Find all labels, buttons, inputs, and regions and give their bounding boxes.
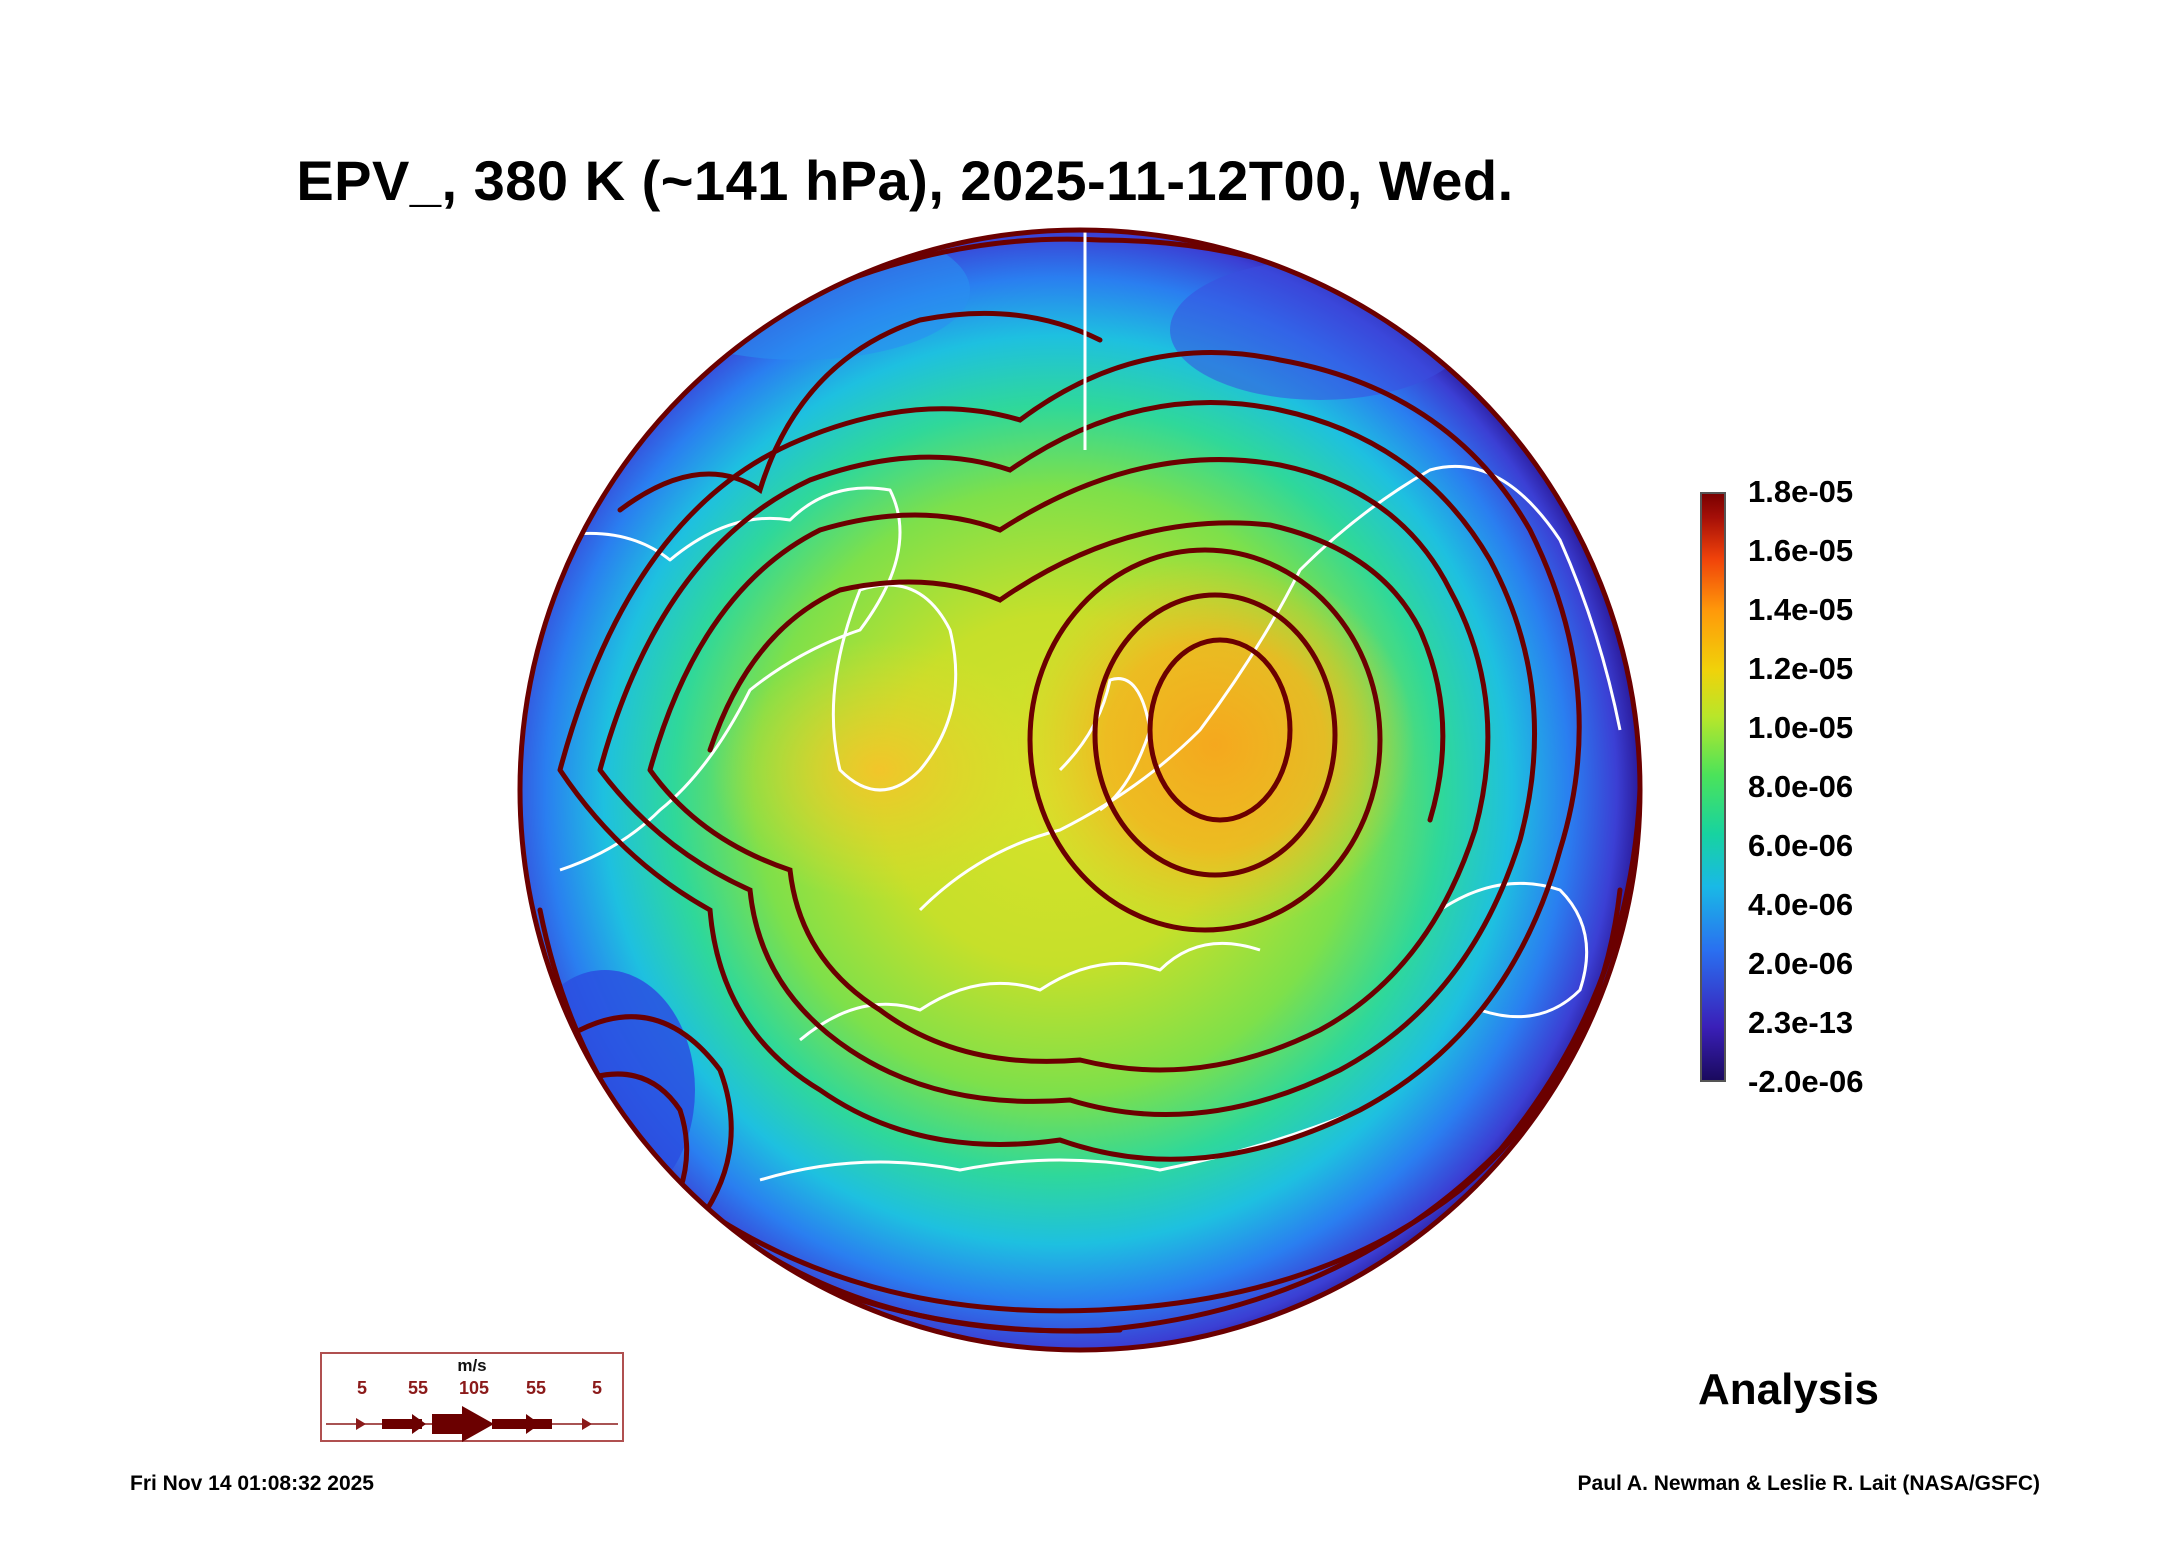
colorbar-label: 1.8e-05 bbox=[1748, 474, 1854, 509]
footer-timestamp: Fri Nov 14 01:08:32 2025 bbox=[130, 1472, 374, 1495]
streamline-north-wave bbox=[617, 310, 1103, 513]
streamline-2 bbox=[597, 400, 1537, 1118]
streamline-3 bbox=[647, 457, 1491, 1073]
globe-rim bbox=[517, 227, 1643, 1353]
wind-legend-unit: m/s bbox=[457, 1356, 487, 1375]
wind-legend-value: 55 bbox=[407, 1378, 429, 1398]
wind-legend-arrow bbox=[326, 1406, 618, 1442]
coastline-eurasia bbox=[918, 464, 1622, 912]
streamline-4 bbox=[707, 520, 1446, 823]
blue-patch-northeast bbox=[1170, 260, 1470, 400]
streamline-vortex-1 bbox=[1147, 637, 1293, 823]
wind-legend-value: 105 bbox=[458, 1378, 490, 1398]
colorbar bbox=[1700, 492, 1726, 1082]
colorbar-label: 1.6e-05 bbox=[1748, 533, 1854, 568]
coastline-east-asia bbox=[1439, 881, 1589, 1019]
colorbar-label: 4.0e-06 bbox=[1748, 887, 1854, 922]
western-lobe bbox=[710, 640, 1050, 900]
wind-legend-value: 55 bbox=[525, 1378, 547, 1398]
coastline-scandinavia bbox=[1058, 677, 1152, 812]
colorbar-label: 8.0e-06 bbox=[1748, 769, 1854, 804]
wind-legend-value: 5 bbox=[356, 1378, 368, 1398]
map-title: EPV_, 380 K (~141 hPa), 2025-11-12T00, W… bbox=[296, 149, 1514, 212]
coastline-north-america bbox=[539, 486, 902, 872]
coastline-greenland bbox=[831, 583, 958, 792]
colorbar-label: 6.0e-06 bbox=[1748, 828, 1854, 863]
analysis-label: Analysis bbox=[1698, 1365, 1879, 1414]
streamline-vortex-2 bbox=[1092, 592, 1338, 878]
streamline-trough-1 bbox=[577, 1014, 734, 1223]
coastline-europe bbox=[799, 941, 1261, 1042]
streamline-vortex-3 bbox=[1027, 547, 1383, 933]
colorbar-label: 1.4e-05 bbox=[1748, 592, 1854, 627]
streamline-1 bbox=[557, 350, 1582, 1162]
polar-epv-map bbox=[517, 227, 1643, 1353]
vortex-core bbox=[1015, 555, 1415, 935]
wind-speed-legend: m/s 5 55 105 55 5 bbox=[320, 1352, 624, 1442]
colorbar-label: 2.0e-06 bbox=[1748, 946, 1854, 981]
colorbar-label: 1.2e-05 bbox=[1748, 651, 1854, 686]
colorbar-label: -2.0e-06 bbox=[1748, 1064, 1864, 1099]
colorbar-label: 2.3e-13 bbox=[1748, 1005, 1854, 1040]
blue-patch-north bbox=[630, 230, 970, 360]
footer-credit: Paul A. Newman & Leslie R. Lait (NASA/GS… bbox=[1577, 1472, 2040, 1495]
coastlines bbox=[539, 464, 1622, 1182]
wind-legend-value: 5 bbox=[591, 1378, 603, 1398]
colorbar-label: 1.0e-05 bbox=[1748, 710, 1854, 745]
coastline-africa bbox=[759, 1108, 1361, 1182]
